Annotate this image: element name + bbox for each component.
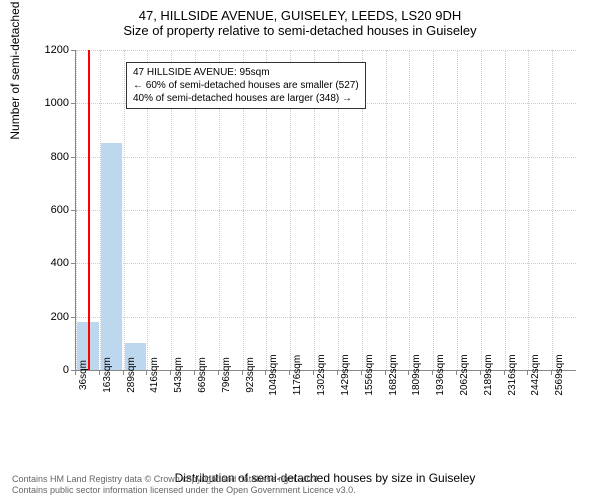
x-tick bbox=[146, 370, 147, 375]
x-tick bbox=[123, 370, 124, 375]
gridline-v bbox=[457, 50, 458, 370]
x-tick bbox=[456, 370, 457, 375]
x-tick bbox=[408, 370, 409, 375]
y-tick-label: 400 bbox=[29, 257, 69, 269]
x-tick bbox=[99, 370, 100, 375]
x-tick-label: 1176sqm bbox=[292, 355, 303, 395]
gridline-v bbox=[505, 50, 506, 370]
annotation-box: 47 HILLSIDE AVENUE: 95sqm ← 60% of semi-… bbox=[126, 62, 366, 109]
x-tick-label: 1049sqm bbox=[268, 354, 279, 395]
annotation-line3: 40% of semi-detached houses are larger (… bbox=[133, 92, 359, 105]
gridline-v bbox=[481, 50, 482, 370]
y-axis-label: Number of semi-detached properties bbox=[8, 0, 22, 140]
annotation-line2: ← 60% of semi-detached houses are smalle… bbox=[133, 79, 359, 92]
x-tick-label: 2442sqm bbox=[530, 354, 541, 395]
x-tick-label: 1429sqm bbox=[340, 354, 351, 395]
x-tick-label: 2189sqm bbox=[483, 354, 494, 395]
x-tick-label: 2062sqm bbox=[459, 354, 470, 395]
x-tick-label: 416sqm bbox=[149, 357, 160, 393]
y-tick-label: 1200 bbox=[29, 44, 69, 56]
chart-area: Number of semi-detached properties 47 HI… bbox=[75, 50, 575, 410]
footer-line1: Contains HM Land Registry data © Crown c… bbox=[12, 474, 356, 485]
x-tick bbox=[551, 370, 552, 375]
x-tick bbox=[194, 370, 195, 375]
gridline-v bbox=[528, 50, 529, 370]
x-tick bbox=[313, 370, 314, 375]
x-tick bbox=[265, 370, 266, 375]
x-tick-label: 1302sqm bbox=[316, 354, 327, 395]
x-tick-label: 2316sqm bbox=[507, 354, 518, 395]
y-tick-label: 600 bbox=[29, 204, 69, 216]
gridline-v bbox=[409, 50, 410, 370]
x-tick bbox=[527, 370, 528, 375]
x-tick-label: 796sqm bbox=[221, 357, 232, 393]
y-tick-label: 200 bbox=[29, 311, 69, 323]
gridline-v bbox=[433, 50, 434, 370]
chart-container: 47, HILLSIDE AVENUE, GUISELEY, LEEDS, LS… bbox=[0, 0, 600, 500]
x-tick-label: 543sqm bbox=[173, 357, 184, 393]
x-tick bbox=[75, 370, 76, 375]
x-tick bbox=[385, 370, 386, 375]
plot-area: 47 HILLSIDE AVENUE: 95sqm ← 60% of semi-… bbox=[75, 50, 576, 371]
x-tick-label: 923sqm bbox=[245, 357, 256, 393]
gridline-h bbox=[76, 50, 576, 51]
x-tick bbox=[361, 370, 362, 375]
x-tick bbox=[242, 370, 243, 375]
bar bbox=[101, 143, 122, 370]
x-tick-label: 36sqm bbox=[78, 360, 89, 390]
gridline-v bbox=[124, 50, 125, 370]
x-tick bbox=[480, 370, 481, 375]
x-tick-label: 163sqm bbox=[102, 357, 113, 393]
gridline-v bbox=[552, 50, 553, 370]
x-tick bbox=[337, 370, 338, 375]
x-tick-label: 669sqm bbox=[197, 357, 208, 393]
y-tick-label: 0 bbox=[29, 364, 69, 376]
x-tick bbox=[218, 370, 219, 375]
gridline-h bbox=[76, 157, 576, 158]
x-tick-label: 2569sqm bbox=[554, 354, 565, 395]
y-tick-label: 1000 bbox=[29, 97, 69, 109]
x-tick bbox=[432, 370, 433, 375]
gridline-h bbox=[76, 210, 576, 211]
chart-title-line2: Size of property relative to semi-detach… bbox=[0, 23, 600, 38]
x-tick-label: 1809sqm bbox=[411, 354, 422, 395]
annotation-line1: 47 HILLSIDE AVENUE: 95sqm bbox=[133, 66, 359, 79]
x-tick-label: 289sqm bbox=[126, 357, 137, 393]
footer-line2: Contains public sector information licen… bbox=[12, 485, 356, 496]
x-tick-label: 1682sqm bbox=[388, 354, 399, 395]
x-tick bbox=[504, 370, 505, 375]
highlight-line bbox=[88, 50, 90, 370]
gridline-h bbox=[76, 263, 576, 264]
x-tick bbox=[289, 370, 290, 375]
chart-title-line1: 47, HILLSIDE AVENUE, GUISELEY, LEEDS, LS… bbox=[0, 0, 600, 23]
x-tick-label: 1556sqm bbox=[364, 354, 375, 395]
gridline-h bbox=[76, 317, 576, 318]
x-tick-label: 1936sqm bbox=[435, 354, 446, 395]
gridline-v bbox=[386, 50, 387, 370]
x-tick bbox=[170, 370, 171, 375]
y-tick-label: 800 bbox=[29, 151, 69, 163]
footer-attribution: Contains HM Land Registry data © Crown c… bbox=[12, 474, 356, 496]
